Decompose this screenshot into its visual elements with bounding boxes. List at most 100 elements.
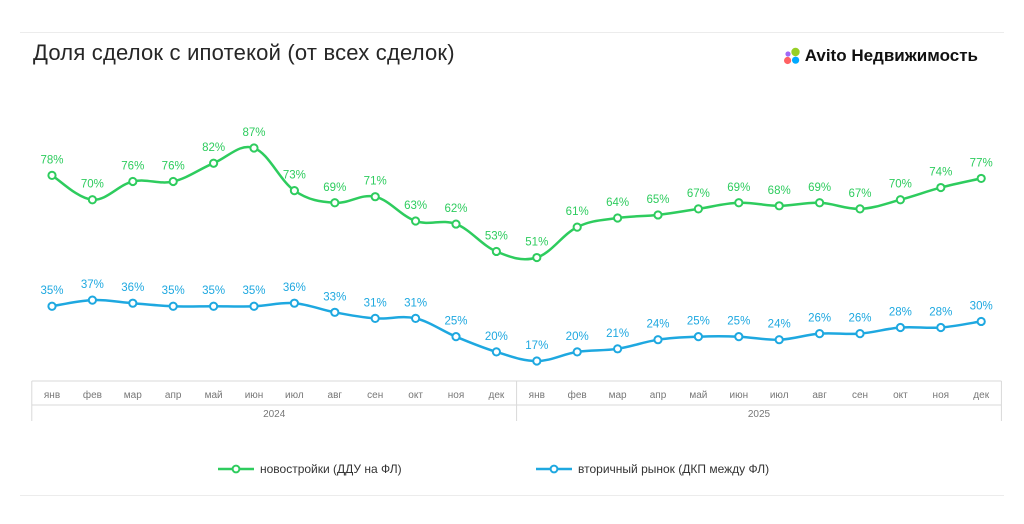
data-label: 77%	[970, 157, 993, 169]
data-label: 62%	[444, 203, 467, 215]
data-point	[87, 295, 98, 305]
data-point	[249, 143, 259, 153]
data-point	[895, 195, 906, 205]
data-label: 20%	[566, 331, 589, 343]
x-tick-label: июн	[245, 390, 264, 401]
data-label: 30%	[970, 300, 993, 312]
data-point	[774, 335, 784, 345]
data-label: 21%	[606, 328, 629, 340]
data-label: 25%	[444, 316, 467, 328]
data-label: 51%	[525, 237, 548, 249]
series-line-new	[51, 145, 982, 261]
data-label: 68%	[768, 185, 791, 197]
legend-marker-secondary	[536, 464, 572, 474]
data-point	[572, 222, 582, 232]
data-point	[289, 298, 299, 308]
data-label: 69%	[727, 182, 750, 194]
data-point	[855, 204, 865, 214]
data-point	[895, 322, 906, 333]
data-point	[815, 329, 825, 339]
year-label: 2024	[263, 409, 286, 420]
legend-marker-new	[218, 464, 254, 474]
data-point	[451, 219, 461, 229]
x-tick-label: авг	[328, 390, 343, 401]
data-point	[653, 335, 663, 345]
legend-label-new: новостройки (ДДУ на ФЛ)	[260, 462, 402, 476]
legend-item-new: новостройки (ДДУ на ФЛ)	[218, 462, 402, 476]
data-label: 67%	[848, 188, 871, 200]
data-label: 70%	[889, 179, 912, 191]
data-point	[774, 201, 784, 211]
x-tick-label: апр	[650, 390, 667, 401]
x-tick-label: сен	[367, 390, 383, 401]
data-label: 24%	[768, 319, 791, 331]
legend-item-secondary: вторичный рынок (ДКП между ФЛ)	[536, 462, 769, 476]
data-label: 26%	[848, 313, 871, 325]
data-label: 24%	[646, 319, 669, 331]
data-point	[370, 313, 380, 323]
data-label: 53%	[485, 230, 508, 242]
data-point	[168, 301, 178, 311]
data-label: 31%	[404, 297, 427, 309]
data-label: 26%	[808, 313, 831, 325]
legend: новостройки (ДДУ на ФЛ) вторичный рынок …	[0, 462, 1024, 482]
data-label: 61%	[566, 206, 589, 218]
data-label: 76%	[121, 160, 144, 172]
year-label: 2025	[748, 409, 771, 420]
data-label: 36%	[121, 282, 144, 294]
data-point	[855, 329, 865, 339]
data-point	[47, 170, 57, 180]
data-point	[209, 301, 219, 311]
data-point	[330, 198, 340, 208]
data-point	[653, 210, 663, 220]
x-tick-label: окт	[408, 390, 423, 401]
avito-dots-icon	[783, 47, 800, 65]
series-line-secondary	[51, 298, 982, 363]
x-tick-label: июн	[729, 390, 748, 401]
data-label: 69%	[808, 182, 831, 194]
x-tick-label: ноя	[933, 390, 950, 401]
data-label: 69%	[323, 182, 346, 194]
data-point	[168, 176, 178, 187]
data-label: 20%	[485, 331, 508, 343]
x-tick-label: дек	[973, 390, 989, 401]
legend-label-secondary: вторичный рынок (ДКП между ФЛ)	[578, 462, 770, 476]
brand-logo: Avito Недвижимость	[783, 46, 978, 66]
data-point	[330, 307, 340, 317]
data-point	[613, 344, 623, 354]
data-label: 65%	[646, 194, 669, 206]
data-point	[411, 216, 421, 226]
data-label: 67%	[687, 188, 710, 200]
data-label: 25%	[727, 316, 750, 328]
data-point	[734, 332, 744, 342]
x-tick-label: май	[689, 390, 707, 401]
x-tick-label: фев	[568, 389, 587, 401]
data-point	[128, 298, 138, 308]
data-label: 64%	[606, 197, 629, 209]
data-point	[289, 186, 299, 196]
x-tick-label: ноя	[448, 390, 465, 401]
data-point	[491, 246, 501, 257]
x-tick-label: фев	[83, 389, 102, 401]
x-tick-label: сен	[852, 390, 868, 401]
data-point	[572, 347, 582, 357]
x-tick-label: май	[205, 390, 223, 401]
data-label: 35%	[40, 285, 63, 297]
data-label: 76%	[162, 160, 185, 172]
data-label: 35%	[162, 285, 185, 297]
data-label: 28%	[889, 307, 912, 319]
chart-title: Доля сделок с ипотекой (от всех сделок)	[33, 40, 455, 65]
x-tick-label: мар	[609, 390, 627, 401]
data-point	[532, 252, 542, 263]
x-tick-label: янв	[44, 390, 60, 401]
data-point	[87, 195, 98, 205]
data-point	[532, 356, 542, 366]
data-label: 17%	[525, 340, 548, 352]
data-point	[451, 332, 461, 342]
data-label: 74%	[929, 167, 952, 179]
data-point	[370, 192, 380, 202]
data-label: 78%	[40, 154, 63, 166]
data-label: 28%	[929, 307, 952, 319]
x-tick-label: дек	[489, 390, 505, 401]
data-point	[936, 322, 946, 333]
